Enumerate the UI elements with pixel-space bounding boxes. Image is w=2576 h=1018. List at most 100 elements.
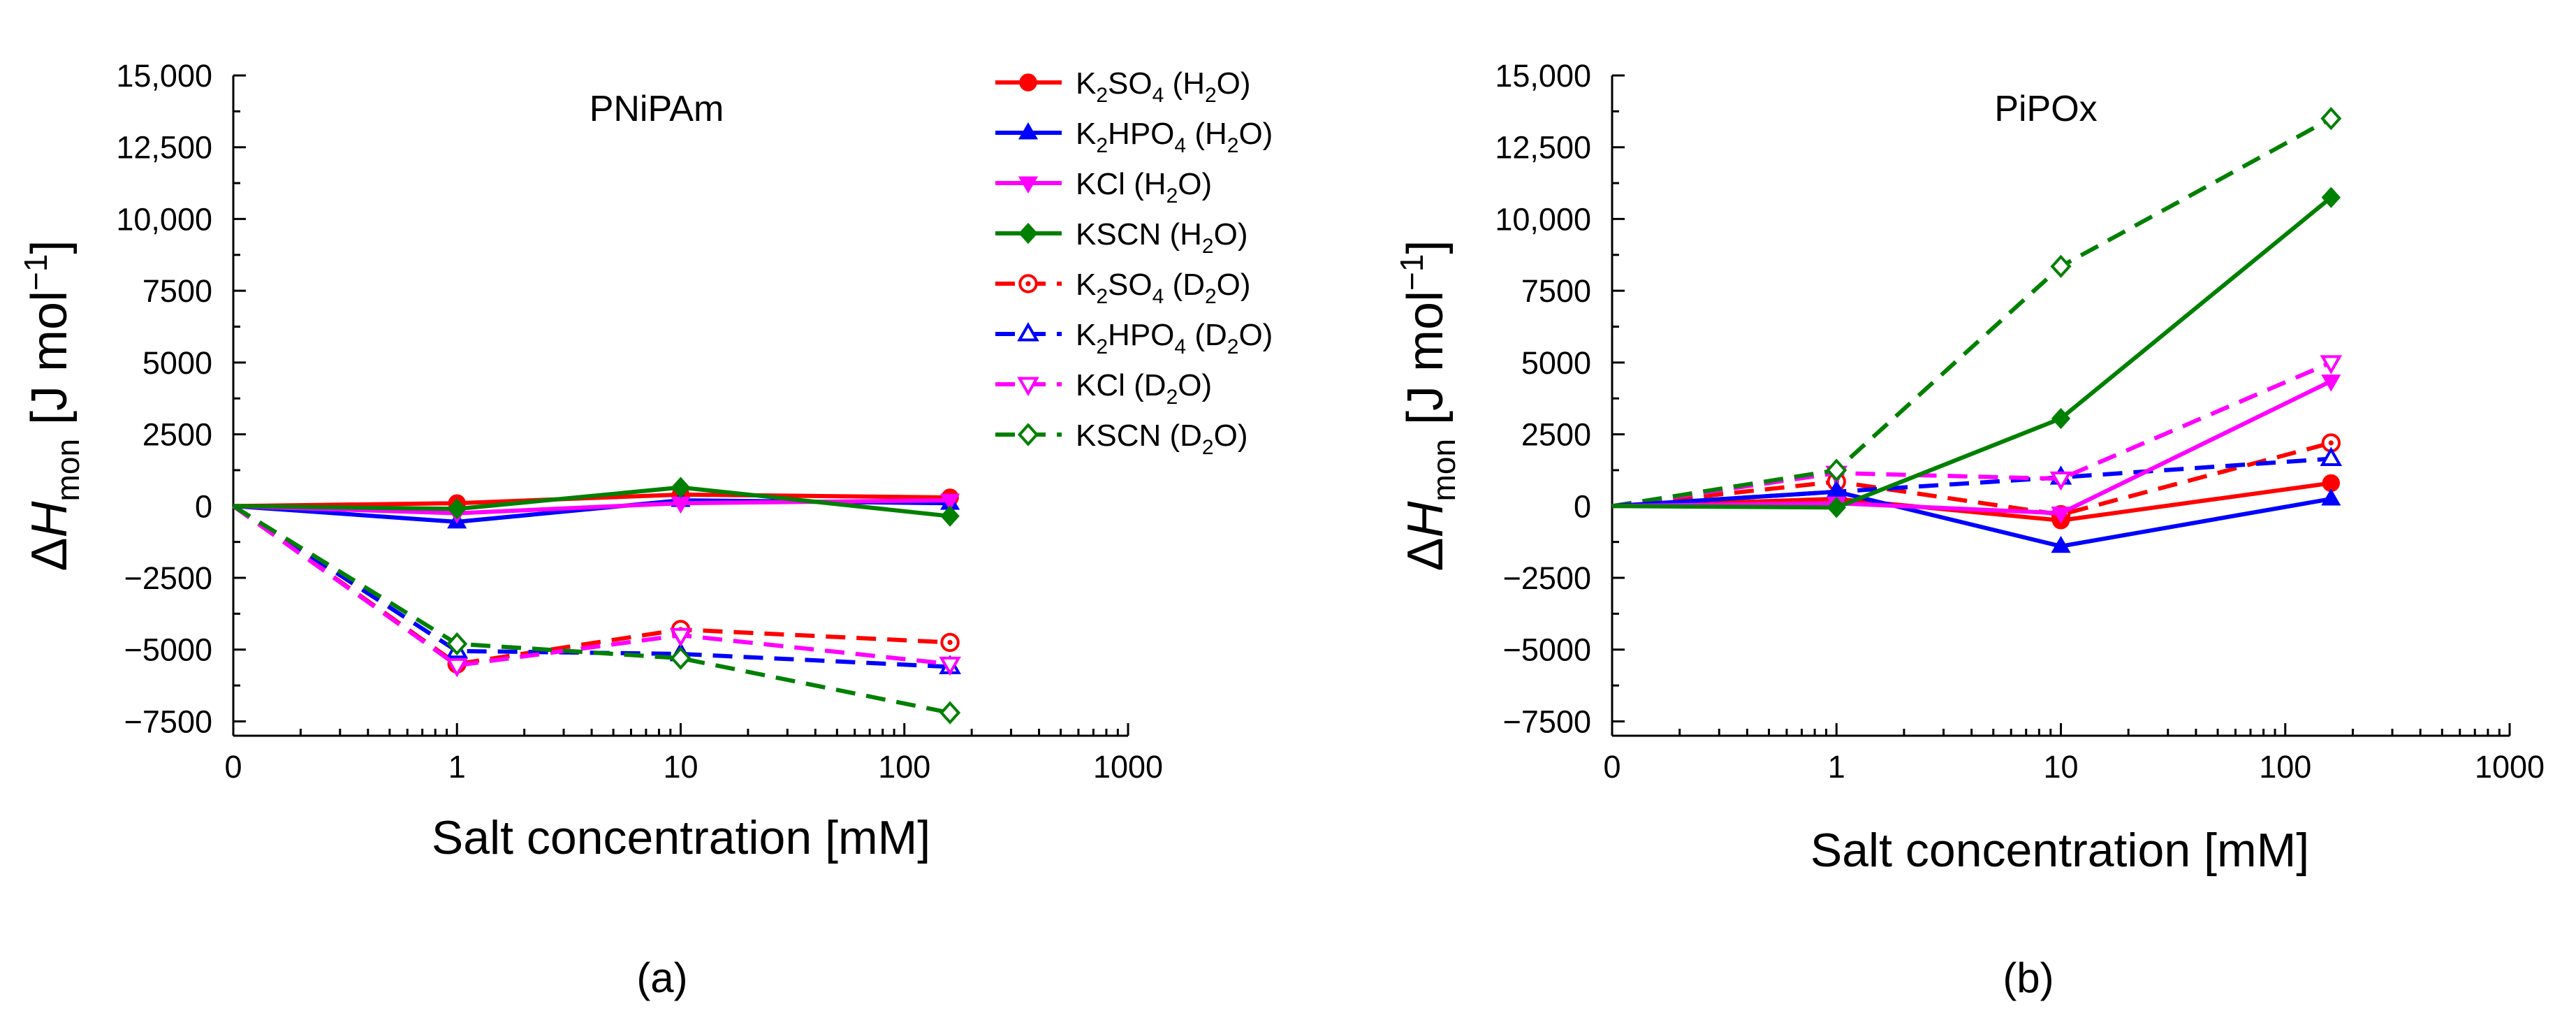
legend-subscript: 2 (1096, 335, 1108, 358)
panel-caption: (a) (636, 954, 687, 1001)
legend-label: K2SO4 (D2O) (1076, 268, 1251, 308)
data-point (940, 493, 960, 511)
chart-panel-a: 15,000 12,500 10,000 7500 5000 2500 0 −2500 −500… (17, 58, 1163, 1001)
legend-solvent: O) (1217, 66, 1251, 101)
legend-label: KSCN (D2O) (1076, 419, 1247, 459)
legend-text: HPO (1108, 117, 1174, 151)
x-axis-label: Salt concentration [mM] (432, 811, 930, 864)
x-tick-label: 100 (878, 749, 930, 785)
legend-text: K (1076, 117, 1096, 151)
y-label-unit: [J mol (1398, 291, 1454, 439)
series-line (1611, 489, 2332, 548)
legend-solvent: O) (1214, 217, 1248, 252)
chart-panel-b: 15,000 12,500 10,000 7500 5000 2500 0 −2500 −500… (1393, 58, 2545, 1001)
y-tick-label: 12,500 (1495, 130, 1591, 166)
legend-text: K (1076, 268, 1096, 302)
legend-text: HPO (1108, 318, 1174, 352)
legend-solvent: (H (1125, 167, 1166, 201)
series-line (1611, 456, 2332, 509)
y-tick-label: 0 (1574, 488, 1591, 524)
series-kscn-d2o (232, 504, 961, 725)
legend-text: K (1076, 318, 1096, 352)
data-point (669, 627, 692, 648)
panel-title: PiPOx (1994, 89, 2097, 129)
y-tick-label: −5000 (1503, 632, 1591, 668)
series-kcl-h2o (1611, 375, 2341, 524)
y-tick-label: 10,000 (116, 201, 212, 237)
legend-label: KSCN (H2O) (1076, 217, 1247, 258)
x-tick-label: 1 (448, 749, 466, 785)
legend-item-kscn-d2o: KSCN (D2O) (995, 419, 1247, 459)
y-tick-label: 15,000 (1495, 58, 1591, 94)
data-point (940, 505, 960, 527)
y-label-variable: H (1398, 500, 1454, 537)
series-line (232, 504, 951, 715)
series-line (1611, 361, 2332, 509)
panel-title: PNiPAm (590, 89, 724, 129)
legend-text: K (1076, 66, 1096, 101)
legend-text: KSCN (1076, 217, 1161, 252)
x-tick-label: 0 (224, 749, 242, 785)
y-axis-label: ΔHmon [J mol−1] (1393, 240, 1462, 571)
legend-solvent: O) (1214, 419, 1248, 453)
y-tick-label: 0 (195, 488, 212, 524)
y-tick-label: 7500 (142, 273, 212, 309)
y-tick-label: 5000 (1521, 345, 1591, 381)
legend-text: KSCN (1076, 419, 1161, 453)
legend-item-k2hpo4-d2o: K2HPO4 (D2O) (995, 318, 1273, 358)
legend-solvent: O) (1238, 318, 1273, 352)
legend-marker (1019, 73, 1037, 92)
x-tick-label: 1 (1828, 749, 1845, 785)
data-point (1827, 497, 1846, 518)
legend-solvent: (D (1164, 268, 1205, 302)
data-point (2050, 254, 2072, 278)
x-tick-label: 10 (663, 749, 698, 785)
data-point (447, 498, 467, 520)
legend-solvent: (H (1161, 217, 1202, 252)
y-tick-label: −7500 (1503, 704, 1591, 739)
legend-text: SO (1108, 66, 1152, 101)
series-line (1611, 196, 2333, 510)
series-line (1611, 379, 2332, 516)
legend-subscript: 2 (1227, 134, 1239, 157)
legend-solvent: O) (1217, 268, 1251, 302)
legend-marker (1017, 377, 1039, 397)
legend-label: K2HPO4 (D2O) (1076, 318, 1273, 358)
y-tick-label: 10,000 (1495, 201, 1591, 237)
data-point (446, 632, 468, 656)
x-axis-label: Salt concentration [mM] (1810, 824, 2309, 877)
y-label-subscript: mon (1426, 439, 1462, 501)
data-point (671, 477, 691, 498)
y-label-close: ] (22, 240, 78, 254)
data-point (939, 656, 961, 676)
legend-subscript: 2 (1202, 436, 1214, 459)
y-label-variable: H (22, 500, 78, 537)
legend: K2SO4 (H2O)K2HPO4 (H2O)KCl (H2O)KSCN (H2… (995, 66, 1273, 459)
legend-subscript: 2 (1096, 285, 1108, 308)
legend-subscript: 4 (1174, 335, 1186, 358)
data-point (2321, 488, 2341, 506)
legend-solvent: O) (1178, 368, 1212, 402)
y-label-unit: [J mol (22, 291, 78, 439)
legend-label: K2HPO4 (H2O) (1076, 117, 1273, 157)
data-point (2320, 106, 2342, 131)
legend-label: KCl (D2O) (1076, 368, 1212, 409)
y-label-superscript: −1 (17, 254, 54, 290)
legend-solvent: O) (1178, 167, 1212, 201)
series-kscn-d2o (1611, 106, 2342, 509)
legend-item-k2so4-h2o: K2SO4 (H2O) (995, 66, 1251, 107)
y-tick-label: −2500 (1503, 560, 1591, 596)
legend-text: KCl (1076, 368, 1125, 402)
legend-marker (1017, 321, 1039, 342)
series-line (1611, 441, 2332, 517)
y-tick-label: 2500 (1521, 417, 1591, 453)
data-point-center (947, 639, 953, 646)
legend-solvent: (H (1186, 117, 1227, 151)
legend-subscript: 4 (1152, 285, 1164, 308)
series-line (233, 485, 951, 518)
data-point (2051, 535, 2071, 553)
data-point-center (2328, 440, 2334, 446)
legend-solvent: (H (1164, 66, 1205, 101)
x-tick-label: 10 (2043, 749, 2078, 785)
y-tick-label: −7500 (124, 704, 212, 739)
